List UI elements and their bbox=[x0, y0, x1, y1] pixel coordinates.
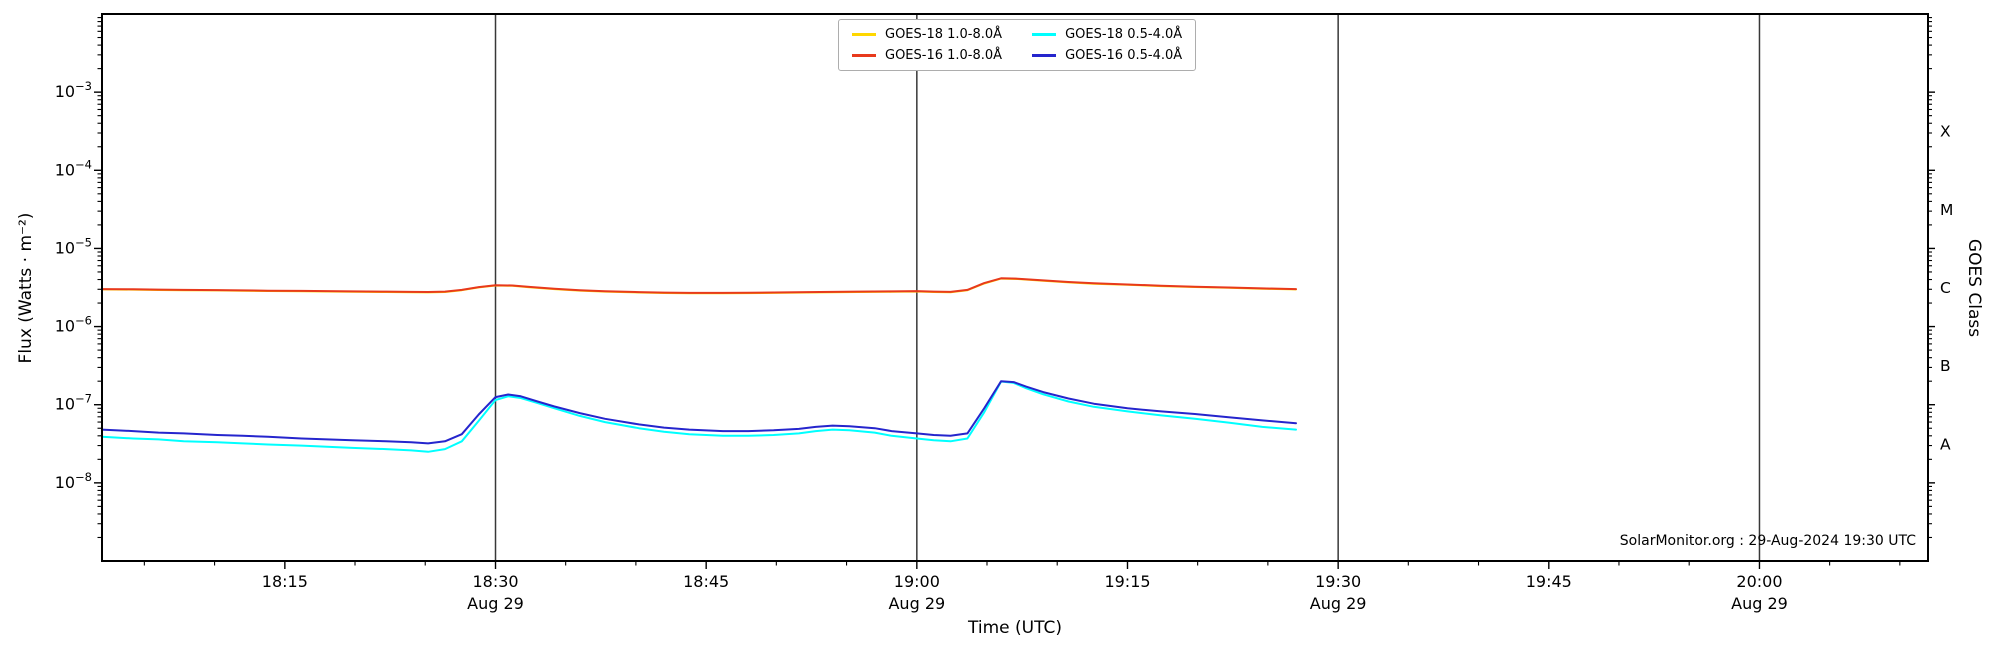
y-tick-label: 10−3 bbox=[55, 79, 92, 101]
y-tick-label: 10−5 bbox=[55, 235, 92, 257]
legend-swatch-goes18-long bbox=[852, 33, 876, 36]
x-tick-label: 18:30 bbox=[472, 572, 518, 591]
legend-swatch-goes16-long bbox=[852, 54, 876, 57]
x-tick-label: 19:00 bbox=[894, 572, 940, 591]
legend-item-goes18-long: GOES-18 1.0-8.0Å bbox=[852, 27, 1002, 42]
series-line-goes-18-0-5-4-0 bbox=[101, 380, 1297, 453]
goes-class-letter: X bbox=[1940, 123, 1951, 141]
legend: GOES-18 1.0-8.0Å GOES-16 1.0-8.0Å GOES-1… bbox=[838, 19, 1197, 71]
legend-label: GOES-16 0.5-4.0Å bbox=[1065, 48, 1183, 63]
legend-item-goes16-short: GOES-16 0.5-4.0Å bbox=[1032, 48, 1182, 63]
series-line-goes-16-0-5-4-0 bbox=[101, 380, 1297, 445]
x-tick-date-label: Aug 29 bbox=[888, 594, 945, 613]
y-tick-label: 10−7 bbox=[55, 392, 92, 414]
x-tick-label: 18:15 bbox=[262, 572, 308, 591]
y-tick-label: 10−8 bbox=[55, 470, 92, 492]
x-tick-label: 19:30 bbox=[1315, 572, 1361, 591]
watermark-text: SolarMonitor.org : 29-Aug-2024 19:30 UTC bbox=[1619, 533, 1916, 549]
legend-item-goes16-long: GOES-16 1.0-8.0Å bbox=[852, 48, 1002, 63]
series-line-goes-16-1-0-8-0 bbox=[101, 277, 1297, 294]
legend-swatch-goes16-short bbox=[1032, 54, 1057, 57]
y-tick-label: 10−6 bbox=[55, 314, 92, 336]
x-axis-label: Time (UTC) bbox=[968, 618, 1062, 638]
legend-item-goes18-short: GOES-18 0.5-4.0Å bbox=[1032, 27, 1182, 42]
x-tick-date-label: Aug 29 bbox=[467, 594, 524, 613]
x-tick-label: 18:45 bbox=[683, 572, 729, 591]
x-tick-label: 20:00 bbox=[1736, 572, 1782, 591]
x-tick-label: 19:15 bbox=[1104, 572, 1150, 591]
y-tick-label: 10−4 bbox=[55, 157, 92, 179]
y-axis-label-right: GOES Class bbox=[1964, 238, 1984, 338]
goes-class-letter: A bbox=[1940, 435, 1951, 453]
plot-border bbox=[101, 13, 1929, 562]
legend-label: GOES-18 1.0-8.0Å bbox=[885, 27, 1003, 42]
x-tick-date-label: Aug 29 bbox=[1731, 594, 1788, 613]
goes-class-letter: C bbox=[1940, 279, 1951, 297]
legend-swatch-goes18-short bbox=[1032, 33, 1057, 36]
y-axis-label-left: Flux (Watts · m⁻²) bbox=[16, 212, 36, 364]
x-tick-label: 19:45 bbox=[1526, 572, 1572, 591]
legend-label: GOES-18 0.5-4.0Å bbox=[1065, 27, 1183, 42]
legend-label: GOES-16 1.0-8.0Å bbox=[885, 48, 1003, 63]
goes-class-letter: M bbox=[1940, 201, 1953, 219]
x-tick-date-label: Aug 29 bbox=[1310, 594, 1367, 613]
goes-class-letter: B bbox=[1940, 357, 1951, 375]
